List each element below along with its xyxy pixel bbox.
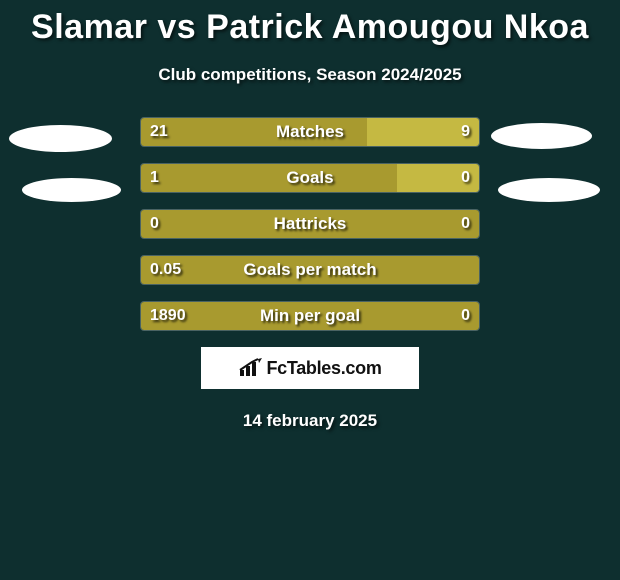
bar-track [140, 209, 480, 239]
stat-row: 0.05Goals per match [0, 255, 620, 285]
brand-text: FcTables.com [266, 358, 381, 379]
date-label: 14 february 2025 [0, 411, 620, 431]
bar-left [141, 164, 399, 192]
barchart-icon [238, 358, 264, 378]
value-right: 9 [461, 117, 470, 147]
value-left: 1890 [150, 301, 186, 331]
ellipse-decoration [22, 178, 121, 202]
ellipse-decoration [491, 123, 592, 149]
value-left: 0 [150, 209, 159, 239]
bar-left [141, 256, 480, 284]
bar-left [141, 302, 480, 330]
bar-track [140, 163, 480, 193]
stat-row: 18900Min per goal [0, 301, 620, 331]
bar-track [140, 301, 480, 331]
subtitle: Club competitions, Season 2024/2025 [0, 65, 620, 85]
brand-box[interactable]: FcTables.com [201, 347, 419, 389]
stat-row: 00Hattricks [0, 209, 620, 239]
bar-track [140, 255, 480, 285]
value-right: 0 [461, 163, 470, 193]
value-right: 0 [461, 209, 470, 239]
page-title: Slamar vs Patrick Amougou Nkoa [0, 0, 620, 47]
value-left: 1 [150, 163, 159, 193]
ellipse-decoration [498, 178, 600, 202]
bar-left [141, 118, 369, 146]
ellipse-decoration [9, 125, 112, 152]
bar-track [140, 117, 480, 147]
bar-left [141, 210, 480, 238]
value-left: 0.05 [150, 255, 181, 285]
value-left: 21 [150, 117, 168, 147]
stat-rows: 219Matches10Goals00Hattricks0.05Goals pe… [0, 117, 620, 331]
value-right: 0 [461, 301, 470, 331]
